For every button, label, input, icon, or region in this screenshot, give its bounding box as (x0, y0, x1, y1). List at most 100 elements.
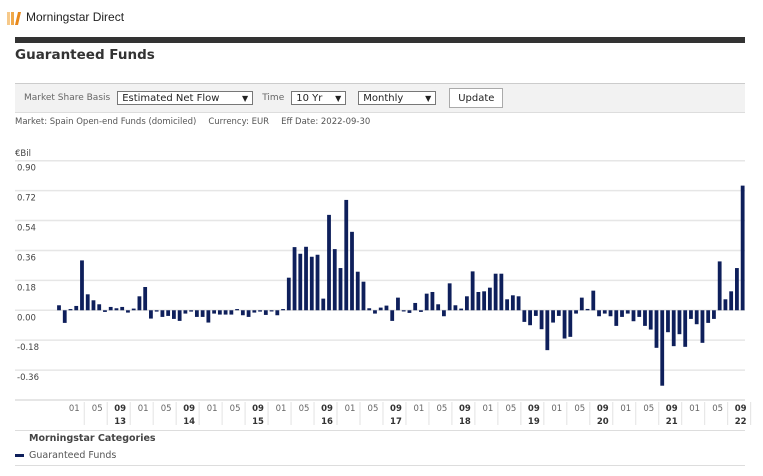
bar[interactable] (424, 293, 429, 311)
bar[interactable] (246, 310, 251, 317)
bar[interactable] (373, 310, 377, 314)
bar[interactable] (413, 302, 418, 311)
bar[interactable] (487, 287, 492, 311)
bar[interactable] (459, 308, 464, 311)
bar[interactable] (189, 310, 194, 312)
bar[interactable] (401, 310, 406, 312)
legend-item[interactable]: Guaranteed Funds (15, 450, 116, 461)
bar[interactable] (591, 290, 596, 311)
bar[interactable] (453, 305, 458, 311)
frequency-select[interactable]: Monthly ▼ (358, 91, 437, 105)
bar[interactable] (172, 310, 176, 319)
bar[interactable] (269, 310, 274, 312)
bar[interactable] (315, 254, 320, 311)
bar[interactable] (114, 308, 119, 311)
bar[interactable] (660, 310, 665, 386)
bar[interactable] (258, 310, 262, 312)
update-button[interactable]: Update (449, 88, 504, 108)
bar[interactable] (654, 310, 659, 348)
bar[interactable] (556, 310, 561, 316)
bar[interactable] (430, 291, 435, 311)
bar[interactable] (700, 310, 705, 343)
bar[interactable] (355, 271, 360, 311)
bar[interactable] (166, 310, 171, 316)
bar[interactable] (643, 310, 647, 326)
bar[interactable] (298, 253, 303, 311)
bar[interactable] (597, 310, 601, 317)
bar[interactable] (332, 249, 337, 311)
bar[interactable] (533, 310, 538, 316)
bar[interactable] (200, 310, 205, 317)
bar[interactable] (304, 246, 308, 311)
bar[interactable] (545, 310, 550, 351)
bar[interactable] (464, 296, 469, 311)
bar[interactable] (740, 185, 745, 311)
bar[interactable] (229, 310, 234, 315)
time-select[interactable]: 10 Yr ▼ (291, 91, 347, 105)
bar[interactable] (126, 310, 130, 313)
bar[interactable] (419, 310, 423, 312)
bar[interactable] (338, 268, 343, 311)
bar[interactable] (183, 310, 188, 314)
bar[interactable] (625, 310, 630, 314)
bar[interactable] (407, 310, 412, 313)
bar[interactable] (223, 310, 228, 315)
bar[interactable] (648, 310, 653, 330)
bar[interactable] (551, 310, 555, 323)
bar[interactable] (631, 310, 636, 322)
bar[interactable] (706, 310, 711, 323)
bar[interactable] (666, 310, 670, 333)
bar[interactable] (194, 310, 199, 317)
bar[interactable] (516, 296, 521, 311)
bar[interactable] (85, 294, 90, 311)
bar[interactable] (717, 261, 722, 311)
bar[interactable] (160, 310, 165, 317)
bar[interactable] (344, 199, 349, 311)
bar[interactable] (396, 297, 400, 311)
bar[interactable] (442, 310, 446, 317)
bar[interactable] (378, 307, 383, 311)
bar[interactable] (57, 305, 61, 311)
bar[interactable] (671, 310, 676, 347)
bar[interactable] (240, 310, 245, 316)
bar[interactable] (510, 295, 515, 311)
bar[interactable] (120, 306, 125, 311)
bar[interactable] (723, 299, 728, 311)
bar[interactable] (80, 260, 84, 311)
bar[interactable] (143, 286, 148, 311)
bar[interactable] (384, 305, 389, 311)
bar[interactable] (574, 310, 578, 314)
bar[interactable] (562, 310, 567, 339)
bar[interactable] (620, 310, 624, 317)
bar[interactable] (528, 310, 532, 326)
bar[interactable] (522, 310, 527, 322)
bar[interactable] (568, 310, 573, 337)
bar[interactable] (447, 283, 452, 311)
bar[interactable] (321, 298, 326, 311)
bar[interactable] (263, 310, 268, 315)
bar[interactable] (539, 310, 544, 330)
bar[interactable] (62, 310, 67, 323)
bar[interactable] (735, 268, 739, 311)
bar[interactable] (206, 310, 211, 323)
bar[interactable] (97, 304, 102, 311)
bar[interactable] (694, 310, 699, 325)
bar[interactable] (436, 304, 441, 311)
bar[interactable] (286, 277, 291, 311)
bar[interactable] (137, 296, 142, 311)
bar[interactable] (614, 310, 619, 326)
bar[interactable] (608, 310, 613, 317)
bar[interactable] (729, 291, 734, 311)
bar[interactable] (683, 310, 688, 347)
bar[interactable] (476, 291, 481, 311)
bar[interactable] (482, 291, 487, 311)
bar[interactable] (350, 231, 354, 311)
bar[interactable] (579, 297, 584, 311)
bar[interactable] (281, 309, 285, 311)
bar[interactable] (108, 306, 113, 311)
bar[interactable] (131, 308, 136, 311)
bar[interactable] (252, 310, 257, 313)
bar[interactable] (217, 310, 222, 315)
bar[interactable] (309, 256, 314, 311)
bar[interactable] (212, 310, 217, 314)
